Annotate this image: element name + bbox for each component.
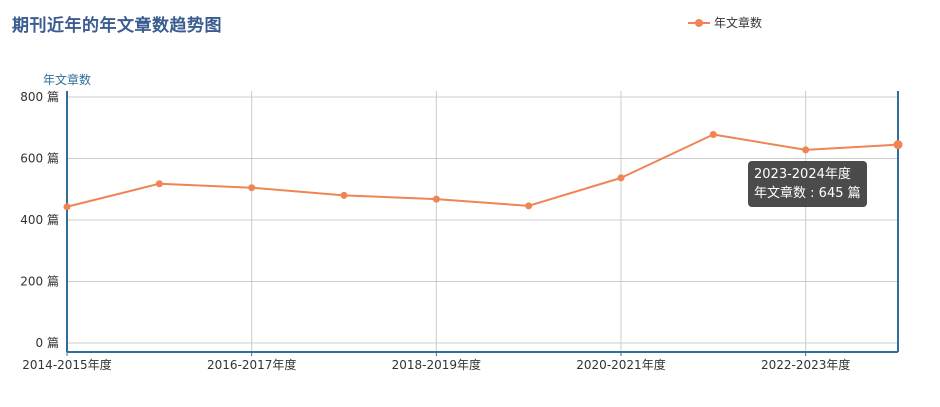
x-tick-label: 2016-2017年度	[207, 357, 296, 372]
data-point	[63, 203, 71, 211]
tooltip-series-value: 年文章数 : 645 篇	[754, 184, 861, 203]
data-point	[893, 140, 903, 150]
legend-item[interactable]: 年文章数	[688, 14, 762, 31]
y-tick-label: 0 篇	[36, 335, 59, 350]
data-tooltip: 2023-2024年度 年文章数 : 645 篇	[748, 161, 867, 207]
data-point	[802, 146, 810, 154]
legend-line-marker-icon	[688, 17, 710, 29]
data-point	[709, 131, 717, 139]
series-line	[66, 133, 899, 208]
x-tick-label: 2022-2023年度	[761, 357, 850, 372]
data-point	[248, 184, 256, 192]
y-tick-label: 400 篇	[20, 212, 59, 227]
x-tick-label: 2014-2015年度	[22, 357, 111, 372]
data-point	[617, 174, 625, 182]
data-point	[432, 195, 440, 203]
data-point	[340, 191, 348, 199]
data-point	[525, 202, 533, 210]
chart-title: 期刊近年的年文章数趋势图	[12, 16, 222, 36]
tooltip-value: 645 篇	[818, 186, 861, 201]
y-axis-title: 年文章数	[43, 72, 91, 87]
y-tick-label: 600 篇	[20, 151, 59, 166]
tooltip-series-name: 年文章数	[754, 186, 807, 201]
tooltip-category: 2023-2024年度	[754, 167, 851, 182]
data-point	[155, 180, 163, 188]
x-tick-label: 2020-2021年度	[576, 357, 665, 372]
y-tick-label: 200 篇	[20, 274, 59, 289]
legend-label: 年文章数	[714, 16, 763, 30]
y-tick-label: 800 篇	[20, 89, 59, 104]
x-tick-label: 2018-2019年度	[392, 357, 481, 372]
tooltip-separator: :	[806, 186, 819, 201]
